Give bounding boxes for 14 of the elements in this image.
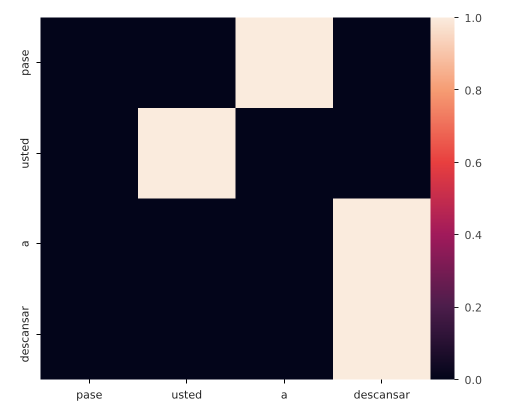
y-tick-label: pase — [18, 49, 32, 76]
color-bar-label: 1.0 — [464, 12, 482, 25]
color-bar-label: 0.2 — [464, 302, 482, 315]
x-tick-label: descansar — [354, 388, 410, 402]
y-tick-label: descansar — [18, 306, 32, 362]
y-tick-label: a — [18, 240, 32, 248]
x-tick-label: usted — [171, 388, 202, 402]
y-tick-label: usted — [18, 138, 32, 169]
x-tick-label: pase — [76, 388, 103, 402]
color-bar-label: 0.4 — [464, 229, 482, 242]
color-bar-label: 0.8 — [464, 84, 482, 98]
x-tick-label: a — [280, 388, 288, 402]
color-bar-label: 0.0 — [464, 374, 482, 387]
color-bar-label: 0.6 — [464, 156, 482, 170]
